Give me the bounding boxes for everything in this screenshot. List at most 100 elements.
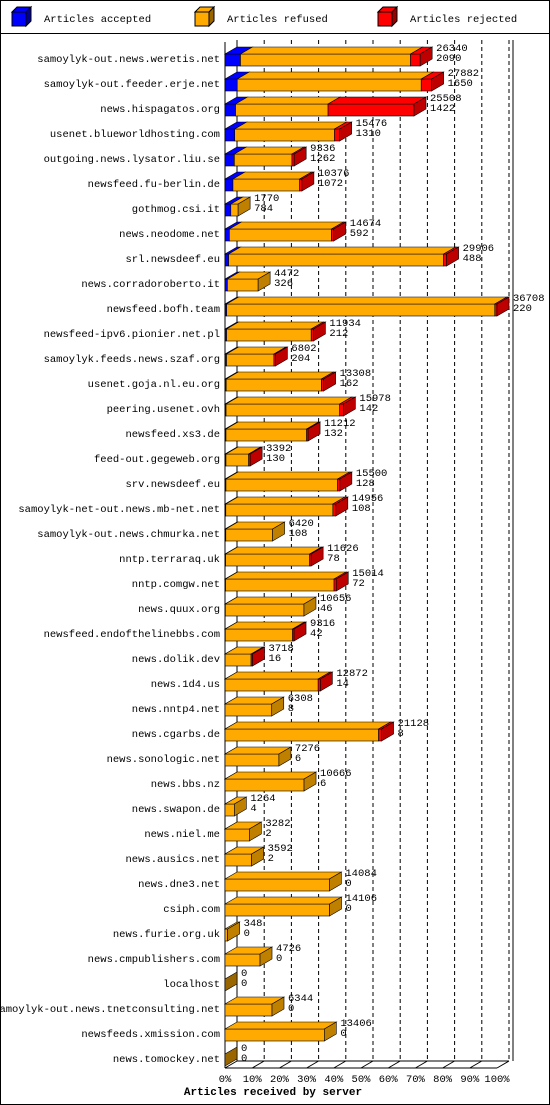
y-tick-label: news.neodome.net bbox=[119, 229, 220, 241]
accepted-label: 6 bbox=[295, 753, 301, 765]
total-label: 11934 bbox=[329, 318, 361, 330]
legend-swatch-side bbox=[25, 5, 32, 28]
total-label: 7276 bbox=[295, 743, 320, 755]
y-tick-label: news.hispagatos.org bbox=[100, 104, 220, 116]
bar-segment bbox=[223, 1021, 338, 1042]
accepted-label: 16 bbox=[269, 653, 282, 665]
total-label: 6308 bbox=[288, 693, 313, 705]
accepted-label: 142 bbox=[359, 403, 378, 415]
bar-front bbox=[224, 753, 280, 767]
accepted-label: 130 bbox=[266, 453, 285, 465]
bar-side bbox=[259, 946, 273, 967]
accepted-label: 1262 bbox=[310, 153, 335, 165]
legend-label: Articles rejected bbox=[410, 14, 517, 26]
bar-side bbox=[339, 121, 352, 142]
bar-front bbox=[234, 153, 293, 167]
bar-front bbox=[225, 603, 305, 617]
bar-top bbox=[225, 296, 508, 305]
bar-segment bbox=[223, 871, 343, 892]
total-label: 10666 bbox=[320, 768, 352, 780]
bar-front bbox=[224, 1028, 325, 1042]
accepted-label: 784 bbox=[254, 203, 273, 215]
y-tick-label: srl.newsdeef.eu bbox=[125, 254, 220, 266]
bar-side bbox=[271, 996, 285, 1017]
y-tick-label: usenet.blueworldhosting.com bbox=[50, 129, 220, 141]
accepted-label: 2 bbox=[265, 828, 271, 840]
bar-front bbox=[331, 228, 335, 242]
y-tick-label: newsfeed.fu-berlin.de bbox=[88, 179, 220, 191]
total-label: 27882 bbox=[448, 68, 480, 80]
total-label: 26340 bbox=[436, 43, 468, 55]
bar-segment bbox=[224, 571, 348, 592]
bar-segment bbox=[225, 321, 325, 342]
legend-swatch bbox=[194, 11, 210, 27]
bar-segment bbox=[224, 621, 306, 642]
bar-front bbox=[226, 303, 496, 317]
bar-segment bbox=[225, 296, 508, 317]
y-tick-label: news.swapon.de bbox=[132, 804, 220, 816]
tick-mark bbox=[224, 1060, 238, 1069]
total-label: 3718 bbox=[269, 643, 294, 655]
bar-top bbox=[224, 396, 353, 405]
y-tick-label: csiph.com bbox=[163, 904, 220, 916]
accepted-label: 4 bbox=[250, 803, 256, 815]
accepted-label: 0 bbox=[340, 1028, 346, 1040]
bar-side bbox=[251, 846, 264, 867]
bar-front bbox=[224, 853, 252, 867]
x-tick-label: 90% bbox=[460, 1074, 480, 1086]
accepted-label: 0 bbox=[244, 928, 250, 940]
bar-side bbox=[335, 496, 349, 517]
bar-side bbox=[293, 146, 307, 167]
bar-segment bbox=[224, 496, 346, 517]
bar-front bbox=[337, 478, 341, 492]
y-tick-label: samoylyk-out.news.chmurka.net bbox=[37, 529, 220, 541]
accepted-label: 1422 bbox=[430, 103, 455, 115]
bar-side bbox=[413, 96, 427, 117]
bar-front bbox=[224, 1003, 273, 1017]
accepted-label: 132 bbox=[324, 428, 343, 440]
bar-front bbox=[378, 728, 382, 742]
accepted-label: 8 bbox=[288, 703, 294, 715]
bar-side bbox=[271, 696, 285, 717]
bar-segment bbox=[223, 846, 265, 867]
total-label: 0 bbox=[241, 968, 247, 980]
bar-top bbox=[233, 121, 348, 130]
bar-front bbox=[224, 828, 250, 842]
tick-mark bbox=[496, 1060, 510, 1069]
bar-front bbox=[236, 78, 422, 92]
bar-segment bbox=[224, 421, 320, 442]
bar-segment bbox=[231, 171, 313, 192]
y-tick-label: samoylyk-out.news.weretis.net bbox=[37, 54, 220, 66]
bar-side bbox=[323, 371, 336, 392]
bar-side bbox=[307, 421, 321, 442]
bar-front bbox=[224, 203, 232, 217]
bar-segment bbox=[326, 96, 428, 117]
legend-swatch bbox=[11, 11, 27, 27]
tick-mark bbox=[279, 1060, 292, 1069]
bar-front bbox=[224, 253, 229, 267]
bar-segment bbox=[228, 221, 345, 242]
bar-front bbox=[224, 803, 235, 817]
bar-segment bbox=[223, 721, 392, 742]
bar-top bbox=[224, 621, 306, 630]
y-tick-label: newsfeed.endofthelinebbs.com bbox=[44, 629, 220, 641]
bar-front bbox=[333, 578, 337, 592]
bar-front bbox=[224, 278, 228, 292]
accepted-label: 42 bbox=[310, 628, 323, 640]
accepted-label: 128 bbox=[356, 478, 375, 490]
total-label: 10376 bbox=[318, 168, 350, 180]
y-tick-label: srv.newsdeef.eu bbox=[125, 479, 220, 491]
bar-front bbox=[224, 228, 230, 242]
bar-segment bbox=[225, 346, 288, 367]
y-tick-label: news.sonologic.net bbox=[107, 754, 220, 766]
bar-side bbox=[249, 821, 262, 842]
bar-side bbox=[335, 571, 349, 592]
bar-segment bbox=[223, 671, 332, 692]
total-label: 15014 bbox=[352, 568, 384, 580]
bar-front bbox=[225, 578, 335, 592]
tick-mark bbox=[415, 1060, 428, 1069]
bar-front bbox=[224, 103, 236, 117]
y-tick-label: news.tomockey.net bbox=[113, 1054, 220, 1066]
bar-segment bbox=[233, 146, 306, 167]
accepted-label: 212 bbox=[329, 328, 348, 340]
